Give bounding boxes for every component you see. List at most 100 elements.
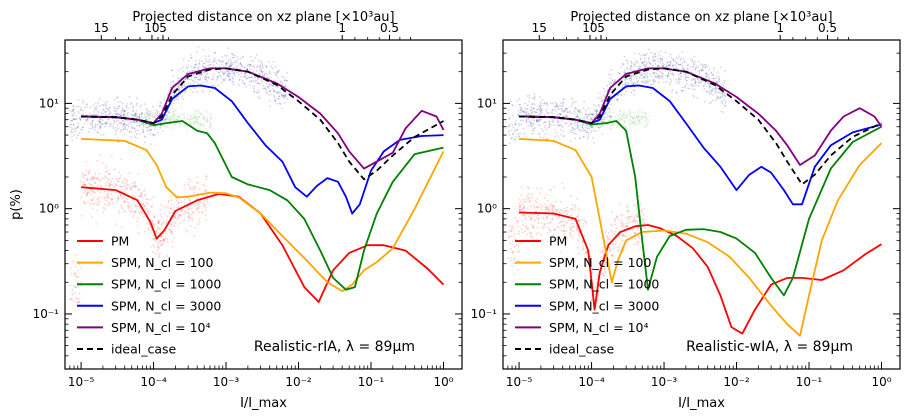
scatter-point [623,71,625,73]
scatter-point [273,95,276,98]
scatter-point [130,136,133,138]
scatter-point [636,220,639,222]
scatter-point [521,231,524,234]
scatter-point [606,84,608,87]
scatter-point [569,235,572,238]
x-tick-label: 10⁻³ [213,375,240,389]
scatter-point [175,118,177,120]
scatter-point [205,66,208,69]
scatter-point [184,124,186,126]
scatter-point [718,79,720,81]
scatter-point [261,70,264,73]
scatter-point [226,70,229,73]
scatter-point [535,233,538,235]
scatter-point [72,288,74,291]
scatter-point [554,229,556,231]
scatter-point [278,69,281,72]
scatter-point [641,118,643,121]
scatter-point [576,122,578,124]
scatter-point [539,136,542,138]
scatter-point [637,241,640,244]
scatter-point [508,235,511,238]
scatter-point [644,125,646,127]
scatter-point [662,64,665,67]
scatter-point [180,209,183,212]
scatter-point [153,237,156,240]
scatter-point [682,89,684,92]
scatter-point [81,126,84,129]
scatter-point [518,124,520,127]
scatter-point [658,77,660,79]
scatter-point [602,252,605,255]
scatter-point [168,116,170,118]
scatter-point [119,195,122,198]
scatter-point [196,118,198,121]
scatter-point [525,113,527,115]
scatter-point [210,116,213,119]
scatter-point [543,203,546,206]
scatter-point [607,242,609,245]
scatter-point [72,300,75,302]
scatter-point [152,244,155,246]
scatter-point [200,123,202,125]
scatter-point [247,63,250,66]
scatter-point [584,274,587,277]
scatter-point [159,213,162,216]
scatter-point [85,194,88,196]
scatter-point [157,110,160,112]
scatter-point [112,117,114,120]
scatter-point [706,73,708,75]
scatter-point [286,97,289,100]
scatter-point [514,216,517,219]
scatter-point [160,235,163,238]
scatter-point [69,123,72,125]
scatter-point [190,188,193,191]
scatter-point [189,70,191,73]
scatter-point [193,121,196,123]
scatter-point [95,102,97,105]
scatter-point [566,114,568,117]
scatter-point [78,132,81,134]
scatter-point [144,193,147,196]
scatter-point [578,121,580,124]
scatter-point [519,103,521,106]
scatter-point [525,108,528,111]
scatter-point [626,204,629,207]
scatter-point [124,110,126,113]
scatter-point [643,111,646,114]
scatter-point [657,75,659,77]
scatter-point [163,238,166,241]
scatter-point [136,120,138,123]
scatter-point [606,252,609,255]
scatter-point [121,180,124,183]
scatter-point [95,108,98,111]
scatter-point [565,108,568,111]
scatter-point [282,94,285,97]
scatter-point [192,80,194,82]
scatter-point [197,116,199,118]
scatter-point [530,125,533,128]
scatter-point [609,127,611,130]
scatter-point [239,75,242,78]
scatter-point [122,124,125,126]
scatter-point [694,61,696,63]
scatter-point [635,75,638,77]
scatter-point [76,286,79,288]
scatter-point [650,83,652,85]
scatter-point [716,71,719,73]
scatter-point [558,210,560,213]
scatter-point [198,62,201,64]
scatter-point [89,202,92,205]
scatter-point [84,106,86,109]
scatter-point [576,227,579,230]
scatter-point [109,183,111,186]
scatter-point [117,124,119,127]
scatter-point [627,60,629,62]
scatter-point [509,242,511,245]
scatter-point [151,219,154,222]
scatter-point [172,102,174,105]
scatter-point [552,211,555,213]
scatter-point [644,82,647,84]
scatter-point [134,115,137,117]
scatter-point [123,113,126,115]
